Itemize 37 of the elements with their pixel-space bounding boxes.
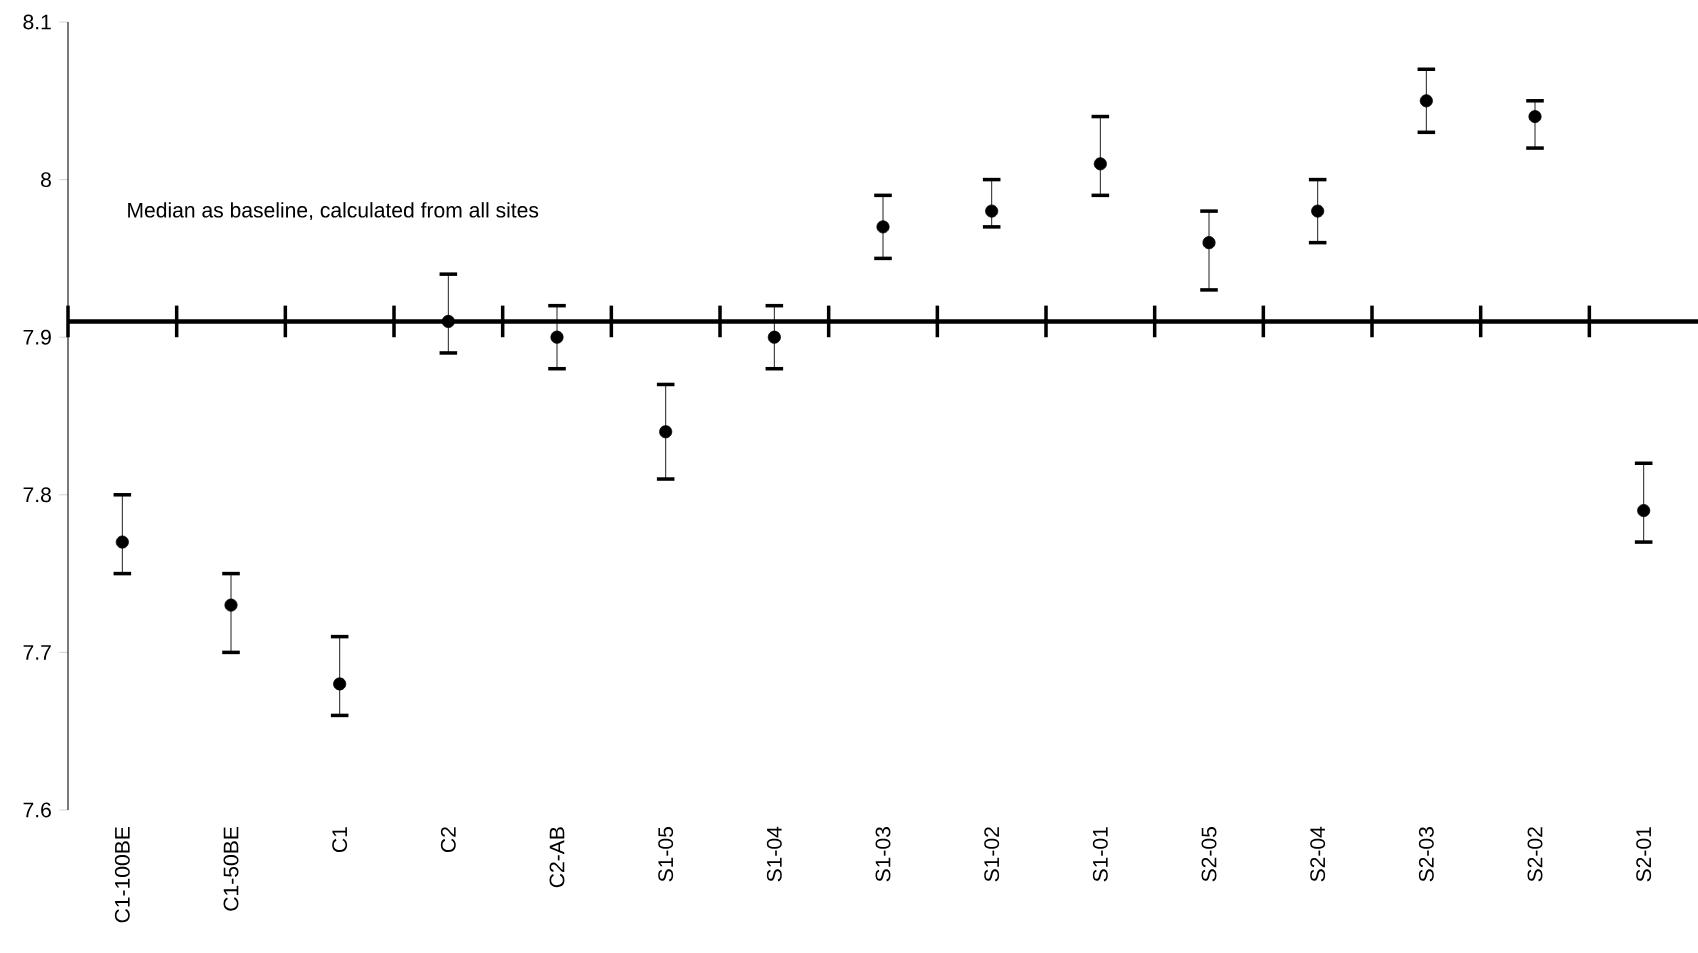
point bbox=[1419, 94, 1433, 108]
point bbox=[1637, 504, 1651, 518]
x-tick-label: S2-05 bbox=[1201, 827, 1217, 882]
point bbox=[659, 425, 673, 439]
x-tick-label: C2 bbox=[440, 827, 456, 853]
point bbox=[333, 677, 347, 691]
point bbox=[1528, 110, 1542, 124]
point bbox=[441, 314, 455, 328]
y-tick-label: 7.6 bbox=[23, 802, 51, 818]
point bbox=[876, 220, 890, 234]
point bbox=[115, 535, 129, 549]
x-tick-label: C1-100BE bbox=[114, 827, 130, 923]
point bbox=[1202, 236, 1216, 250]
x-tick-label: S1-05 bbox=[658, 827, 674, 882]
x-tick-label: C1-50BE bbox=[223, 827, 239, 911]
point bbox=[1311, 204, 1325, 218]
y-tick-label: 8 bbox=[41, 172, 51, 188]
x-tick-label: C1 bbox=[332, 827, 348, 853]
point bbox=[985, 204, 999, 218]
x-tick-label: S2-04 bbox=[1310, 826, 1326, 882]
point bbox=[1093, 157, 1107, 171]
x-tick-label: C2-AB bbox=[549, 827, 565, 888]
point bbox=[550, 330, 564, 344]
x-tick-label: S1-02 bbox=[984, 827, 1000, 882]
x-tick-label: S2-03 bbox=[1418, 827, 1434, 882]
x-tick-label: S1-04 bbox=[766, 826, 782, 882]
y-tick-label: 7.9 bbox=[23, 329, 51, 345]
x-tick-label: S1-03 bbox=[875, 827, 891, 882]
point bbox=[224, 598, 238, 612]
ref-line-label: Median as baseline, calculated from all sites bbox=[128, 202, 539, 221]
y-tick-label: 7.7 bbox=[23, 645, 51, 660]
x-tick-label: S2-02 bbox=[1527, 827, 1543, 882]
y-tick-label: 7.8 bbox=[23, 487, 51, 503]
x-tick-label: S2-01 bbox=[1636, 827, 1652, 882]
point bbox=[767, 330, 781, 344]
y-tick-label: 8.1 bbox=[23, 14, 51, 30]
x-tick-label: S1-01 bbox=[1092, 827, 1108, 882]
